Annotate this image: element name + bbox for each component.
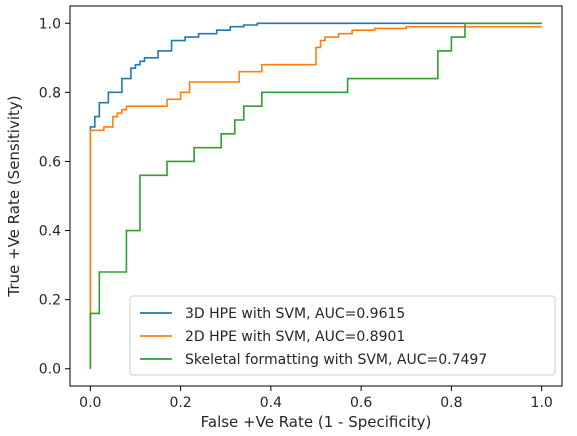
y-tick-label: 0.6 bbox=[39, 154, 61, 170]
series-line-3 bbox=[89, 22, 542, 369]
x-tick-label: 0.2 bbox=[169, 395, 191, 411]
x-tick-label: 0.4 bbox=[260, 395, 282, 411]
series-layer bbox=[89, 22, 542, 369]
x-tick-label: 1.0 bbox=[531, 395, 553, 411]
legend: 3D HPE with SVM, AUC=0.9615 2D HPE with S… bbox=[129, 295, 556, 376]
y-tick-label: 0.2 bbox=[39, 293, 61, 309]
series-line-2 bbox=[89, 25, 542, 369]
legend-label-3: Skeletal formatting with SVM, AUC=0.7497 bbox=[185, 352, 487, 368]
x-axis-label: False +Ve Rate (1 - Specificity) bbox=[201, 413, 432, 431]
series-line-1 bbox=[89, 22, 542, 369]
legend-label-1: 3D HPE with SVM, AUC=0.9615 bbox=[185, 306, 405, 322]
y-tick-label: 0.4 bbox=[39, 224, 61, 240]
x-axis-ticks: 0.0 0.2 0.4 0.6 0.8 1.0 bbox=[79, 386, 553, 411]
y-axis-label: True +Ve Rate (Sensitivity) bbox=[5, 95, 23, 297]
plot-frame bbox=[69, 5, 563, 387]
legend-box bbox=[129, 295, 556, 376]
y-tick-label: 0.8 bbox=[39, 85, 61, 101]
y-tick-label: 1.0 bbox=[39, 16, 61, 32]
x-tick-label: 0.0 bbox=[79, 395, 101, 411]
legend-entries: 3D HPE with SVM, AUC=0.9615 2D HPE with S… bbox=[140, 306, 487, 368]
x-tick-label: 0.6 bbox=[350, 395, 372, 411]
y-axis-ticks: 0.0 0.2 0.4 0.6 0.8 1.0 bbox=[39, 16, 70, 378]
legend-label-2: 2D HPE with SVM, AUC=0.8901 bbox=[185, 329, 405, 345]
y-tick-label: 0.0 bbox=[39, 362, 61, 378]
x-tick-label: 0.8 bbox=[440, 395, 462, 411]
